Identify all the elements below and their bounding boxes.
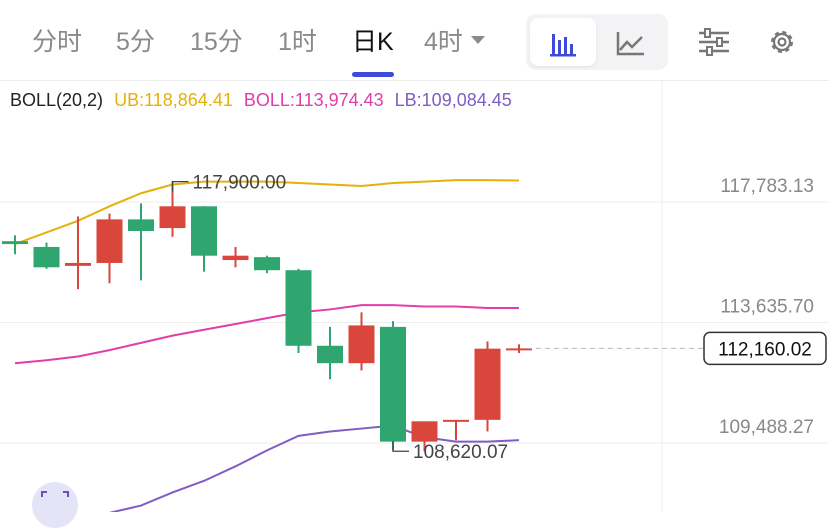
tab-label: 分时 [32,28,83,56]
line-chart-icon [616,32,644,56]
high-annotation-label: 117,900.00 [193,173,287,194]
candle-body [159,206,186,229]
boll-value: BOLL:113,974.43 [243,90,384,110]
candle-body [317,345,343,364]
candle-body [474,348,501,420]
candle-body [191,206,217,256]
candle-body [506,348,532,351]
candle-body [254,257,280,271]
tab-label: 4时 [424,28,463,56]
candle-body [2,241,28,245]
candle-body [348,325,375,364]
low-annotation-label: 108,620.07 [413,442,508,463]
gear-icon [771,31,793,53]
boll-legend: BOLL(20,2) UB:118,864.41 BOLL:113,974.43… [10,90,518,111]
timeframe-toolbar: 分时 5分 15分 1时 日K 4时 [0,0,829,81]
indicator-label: BOLL(20,2) [10,90,104,110]
active-tab-indicator [352,72,394,77]
last-price-label: 112,160.02 [718,339,812,360]
candle-body [380,326,406,442]
indicator-settings-button[interactable] [698,26,730,58]
tab-15min[interactable]: 15分 [190,26,243,58]
settings-button[interactable] [766,26,798,58]
candlestick-chart[interactable]: 117,783.13 113,635.70 109,488.27 112,160.02… [0,80,829,512]
tab-fenshi[interactable]: 分时 [32,26,82,58]
tab-5min[interactable]: 5分 [116,26,155,58]
candle-body [33,246,60,268]
tab-label: 日K [352,28,394,56]
candle-body [96,219,123,263]
tab-1hour[interactable]: 1时 [278,26,317,58]
candle-body [285,270,312,346]
candle-body [222,255,249,261]
tab-label: 1时 [278,28,317,56]
y-axis-tick-label: 109,488.27 [719,417,814,438]
boll-lower-line [108,424,520,512]
last-price-badge [703,331,827,366]
boll-mid-line [14,304,519,365]
tab-4hour-dropdown[interactable]: 4时 [424,26,485,58]
ub-value: UB:118,864.41 [114,90,233,110]
candle-body [128,219,154,231]
low-annotation-leader [392,441,409,452]
candle-body [65,262,91,266]
candle-body [443,419,469,422]
candlestick-view-button[interactable] [530,18,596,66]
candlestick-chart-icon [550,34,576,57]
chevron-down-icon [470,36,485,45]
candle-body [411,421,438,442]
tab-label: 5分 [116,28,155,56]
tab-daily-k[interactable]: 日K [352,26,394,58]
chart-type-toggle [526,14,668,70]
y-axis-tick-label: 117,783.13 [720,176,814,197]
sliders-icon [699,28,729,56]
y-axis-tick-label: 113,635.70 [720,297,814,318]
high-annotation-leader [171,181,189,192]
line-view-button[interactable] [598,18,664,66]
expand-chart-button[interactable] [32,482,78,528]
boll-upper-line [14,179,520,246]
lb-value: LB:109,084.45 [394,90,512,110]
tab-label: 15分 [190,28,243,56]
expand-icon [41,491,69,497]
